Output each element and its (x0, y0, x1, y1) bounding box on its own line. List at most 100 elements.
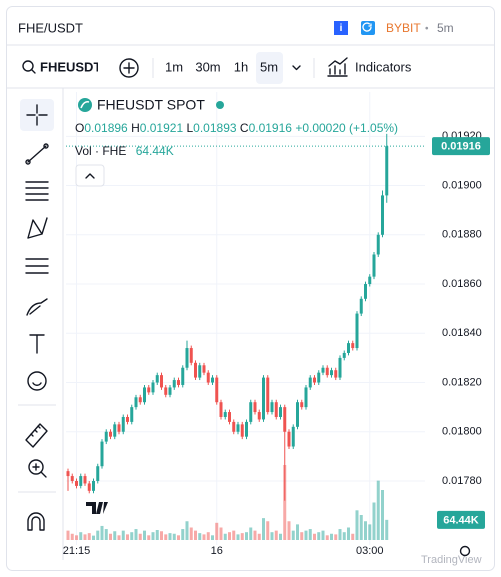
volume-bar (211, 535, 214, 540)
candle-body (113, 424, 117, 437)
candle-body (138, 397, 142, 403)
candle-body (321, 367, 325, 373)
exchange: BYBIT (386, 21, 421, 35)
projection-tool[interactable] (25, 258, 49, 274)
volume-value: 64.44K (136, 144, 174, 158)
interval-button[interactable]: 30m (195, 59, 220, 74)
candle-body (249, 402, 253, 422)
candle-body (381, 195, 384, 235)
volume-bar (359, 515, 363, 540)
ohlc-label: L (186, 121, 193, 135)
legend-symbol: FHEUSDT SPOT (97, 97, 205, 113)
volume-bar (351, 533, 355, 540)
candle-body (304, 387, 308, 408)
candle-body (385, 146, 389, 196)
volume-bar (325, 535, 329, 540)
market-status (216, 101, 224, 109)
candle-body (215, 377, 219, 403)
brush-tool[interactable] (26, 298, 48, 316)
volume-bar (143, 530, 146, 540)
volume-bar (215, 522, 219, 540)
crosshair-tool[interactable] (26, 104, 48, 126)
interval-dropdown[interactable] (292, 65, 301, 71)
candle-body (330, 370, 333, 376)
candle-body (181, 367, 185, 385)
volume-bar (308, 529, 312, 540)
volume-bar (189, 527, 193, 540)
volume-bar (283, 465, 287, 540)
candle-body (300, 402, 304, 408)
info-icon[interactable] (334, 21, 348, 35)
candle-body (317, 372, 321, 383)
candle-body (368, 276, 372, 285)
candle-body (194, 362, 197, 378)
volume-bar (245, 532, 248, 540)
last-price-tag (432, 137, 490, 156)
trendline-tool[interactable] (27, 145, 47, 163)
search-icon[interactable] (22, 60, 34, 72)
legend-ohlc: O0.01896 H0.01921 L0.01893 C0.01916 +0.0… (75, 121, 398, 135)
candle-body (347, 343, 350, 353)
interval-button[interactable]: 1m (165, 59, 183, 74)
candle-body (198, 365, 202, 378)
interval-button[interactable]: 1h (234, 59, 248, 74)
emoji-tool[interactable] (27, 371, 47, 391)
volume-bar (164, 534, 168, 540)
candle-body (202, 365, 206, 373)
volume-bar (223, 533, 227, 540)
symbol-box[interactable]: FHEUSDT (40, 59, 101, 74)
volume-bar (160, 531, 163, 540)
volume-bar (274, 530, 278, 540)
candle-body (87, 483, 91, 491)
candle-body (223, 412, 227, 417)
symbol-input[interactable]: FHEUSDT (40, 59, 101, 74)
ohlc-label: C (240, 121, 249, 135)
pattern-tool[interactable] (27, 217, 48, 239)
text-tool[interactable] (29, 334, 45, 354)
volume-bar (96, 530, 100, 540)
volume-bar (113, 531, 117, 540)
ohlc-change: +0.00020 (+1.05%) (295, 121, 398, 135)
zoom-tool[interactable] (28, 459, 44, 475)
magnet-tool[interactable] (27, 512, 45, 531)
candle-body (126, 416, 129, 422)
candle-body (92, 480, 95, 491)
candle-body (75, 480, 78, 486)
search-icon-handle (30, 68, 36, 74)
settings-icon[interactable] (459, 545, 471, 557)
indicators-button[interactable]: Indicators (355, 59, 412, 74)
interval-button[interactable]: 5m (260, 59, 278, 74)
candle-body (283, 407, 287, 432)
volume-bar (172, 533, 176, 540)
candle-body (334, 370, 338, 378)
legend-collapse[interactable] (75, 164, 105, 187)
candle-body (206, 372, 210, 383)
y-tick-label: 0.01900 (442, 179, 482, 191)
candle-body (70, 476, 74, 481)
candle-body (168, 387, 172, 395)
candle-body (253, 402, 257, 413)
candle-body (66, 471, 70, 477)
volume-bar (385, 519, 389, 540)
fib-tool[interactable] (25, 181, 49, 201)
zoom-glyph (32, 463, 47, 478)
candle-body (189, 348, 193, 363)
symbol-logo (78, 98, 92, 112)
candle-body (211, 377, 214, 383)
volume-bar (317, 532, 321, 540)
legend-volume: Vol · FHE 64.44K (75, 144, 174, 158)
volume-bar (109, 533, 112, 540)
volume-bar (330, 533, 333, 540)
volume-bar (364, 521, 367, 540)
candle-body (232, 421, 236, 432)
volume-bar (249, 527, 253, 540)
indicators-icon[interactable] (327, 57, 348, 77)
volume-bar (262, 518, 265, 540)
volume-bar (134, 529, 138, 540)
volume-bar (232, 530, 236, 540)
ruler-tool[interactable] (25, 423, 48, 448)
candle-body (164, 387, 168, 395)
compare-button[interactable] (119, 58, 139, 78)
interval-selected-bg (256, 52, 283, 84)
info-glyph: i (340, 23, 343, 34)
